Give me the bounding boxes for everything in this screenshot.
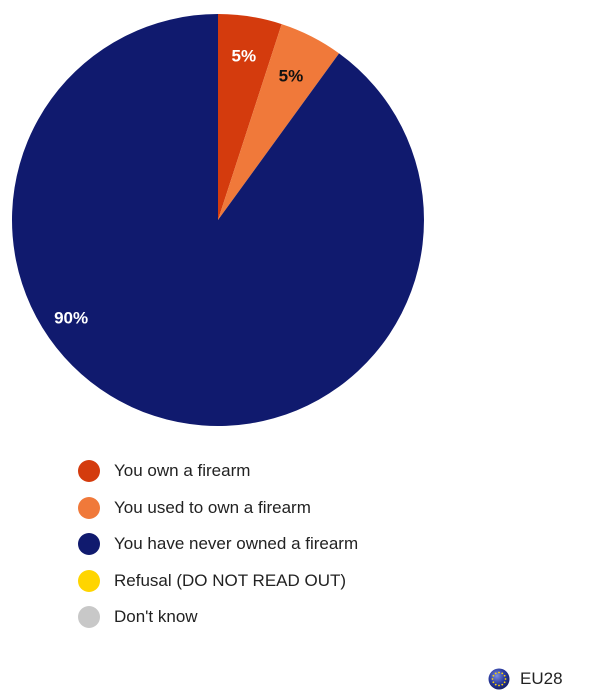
pie-data-label-1: 5%	[279, 66, 304, 85]
eu-star	[494, 672, 497, 675]
eu-star	[491, 678, 494, 680]
legend-label: Don't know	[114, 607, 198, 626]
pie-data-label-0: 5%	[232, 47, 257, 66]
eu28-badge: EU28	[488, 668, 563, 690]
legend-label: Refusal (DO NOT READ OUT)	[114, 570, 347, 590]
eu-star	[492, 674, 495, 677]
legend-label: You have never owned a firearm	[114, 534, 359, 553]
legend-item-never-owned: You have never owned a firearm	[78, 533, 358, 555]
legend-item-used-to-own: You used to own a firearm	[78, 496, 358, 519]
eu28-label: EU28	[520, 669, 563, 688]
legend-swatch	[78, 569, 100, 592]
legend-swatch	[78, 606, 100, 628]
eu-star	[503, 681, 506, 684]
pie-data-label-2: 90%	[54, 309, 88, 328]
eu-flag-icon	[488, 668, 510, 690]
eu-star	[501, 683, 504, 686]
legend: You own a firearm You used to own a fire…	[78, 460, 358, 643]
pie-data-labels: 5% 5% 90%	[54, 47, 303, 328]
legend-swatch	[78, 496, 100, 519]
legend-swatch	[78, 533, 100, 555]
eu-star	[492, 681, 495, 684]
legend-label: You own a firearm	[114, 461, 251, 480]
eu-star	[504, 678, 507, 680]
legend-label: You used to own a firearm	[114, 497, 311, 517]
eu-star	[501, 672, 504, 675]
pie-slice-2	[11, 14, 424, 426]
pie-slice-0	[218, 14, 282, 220]
eu-star	[494, 683, 497, 686]
legend-swatch	[78, 460, 100, 482]
eu-star	[498, 671, 500, 674]
legend-item-dont-know: Don't know	[78, 606, 358, 628]
legend-item-own: You own a firearm	[78, 460, 358, 482]
pie-slice-1	[218, 24, 340, 220]
pie-chart: 5% 5% 90%	[11, 14, 424, 426]
eu-star	[503, 674, 506, 677]
legend-item-refusal: Refusal (DO NOT READ OUT)	[78, 569, 358, 592]
eu-star	[498, 684, 500, 687]
pie-slices	[11, 14, 424, 426]
